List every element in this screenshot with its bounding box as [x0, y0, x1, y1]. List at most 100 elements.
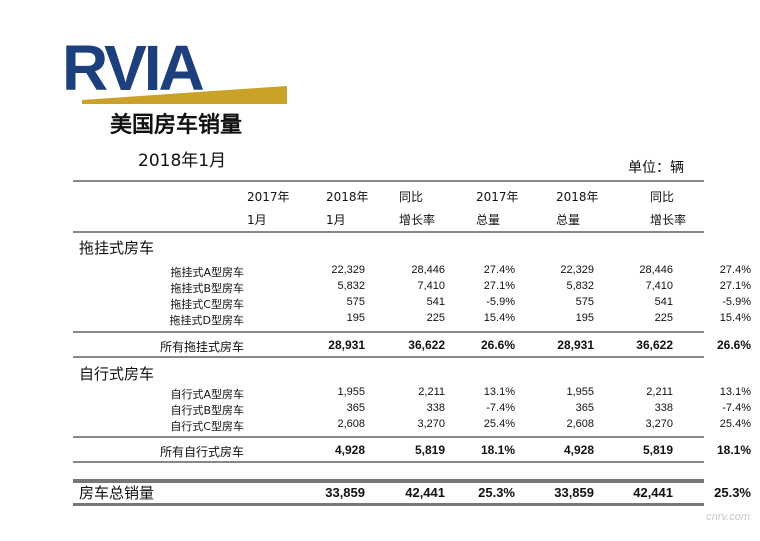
row-label: 所有拖挂式房车: [159, 340, 244, 354]
total-bottom-rule: [73, 503, 704, 506]
table-row: 自行式A型房车 1,955 2,211 13.1% 1,955 2,211 13…: [73, 386, 751, 401]
header-col1-line1: 2017年: [247, 190, 290, 204]
cell: 5,832: [566, 280, 594, 292]
subtotal-bottom-rule: [73, 356, 704, 358]
watermark: cnrv.com: [706, 511, 750, 523]
section-title-towable: 拖挂式房车: [79, 239, 155, 257]
table-row: 自行式C型房车 2,608 3,270 25.4% 2,608 3,270 25…: [73, 418, 751, 433]
cell: 27.4%: [483, 264, 515, 276]
total-top-rule: [73, 479, 704, 483]
table-row: 拖挂式B型房车 5,832 7,410 27.1% 5,832 7,410 27…: [73, 280, 751, 295]
cell: 4,928: [563, 443, 594, 457]
cell: -5.9%: [722, 296, 751, 308]
cell: 2,211: [646, 386, 673, 398]
cell: 3,270: [417, 418, 445, 430]
header-col2-line1: 2018年: [326, 190, 369, 204]
cell: 195: [575, 312, 594, 324]
cell: -7.4%: [722, 402, 751, 414]
header-col1-line2: 1月: [247, 213, 267, 227]
cell: 22,329: [331, 264, 365, 276]
total-label: 房车总销量: [79, 484, 155, 502]
section-title-motorhome: 自行式房车: [79, 365, 155, 383]
cell: 2,608: [566, 418, 594, 430]
cell: 26.6%: [480, 338, 515, 352]
table-row: 拖挂式D型房车 195 225 15.4% 195 225 15.4%: [73, 312, 751, 327]
row-label: 拖挂式A型房车: [170, 266, 244, 279]
cell: 42,441: [405, 485, 445, 500]
table-row: 拖挂式C型房车 575 541 -5.9% 575 541 -5.9%: [73, 296, 751, 311]
cell: 225: [654, 312, 673, 324]
cell: 195: [346, 312, 365, 324]
cell: 541: [426, 296, 445, 308]
cell: 225: [426, 312, 445, 324]
cell: 2,211: [418, 386, 445, 398]
cell: 2,608: [337, 418, 365, 430]
cell: 575: [346, 296, 365, 308]
cell: 5,832: [337, 280, 365, 292]
cell: 365: [575, 402, 594, 414]
cell: 13.1%: [483, 386, 515, 398]
cell: -5.9%: [486, 296, 515, 308]
cell: 28,446: [411, 264, 445, 276]
table-top-rule: [73, 180, 704, 182]
subtotal-top-rule: [73, 436, 704, 438]
header-col5-line2: 总量: [556, 213, 581, 227]
header-col6-line1: 同比: [650, 190, 675, 204]
table-row: 自行式B型房车 365 338 -7.4% 365 338 -7.4%: [73, 402, 751, 417]
subtotal-bottom-rule: [73, 461, 704, 463]
cell: 22,329: [560, 264, 594, 276]
cell: 5,819: [414, 443, 445, 457]
cell: 5,819: [642, 443, 673, 457]
header-bottom-rule: [73, 231, 704, 233]
subtotal-row-towable: 所有拖挂式房车 28,931 36,622 26.6% 28,931 36,62…: [73, 338, 751, 354]
subtotal-row-motorhome: 所有自行式房车 4,928 5,819 18.1% 4,928 5,819 18…: [73, 443, 751, 459]
cell: 4,928: [334, 443, 365, 457]
cell: -7.4%: [486, 402, 515, 414]
cell: 18.1%: [716, 443, 751, 457]
row-label: 自行式C型房车: [170, 420, 244, 433]
cell: 28,446: [639, 264, 673, 276]
table-row: 拖挂式A型房车 22,329 28,446 27.4% 22,329 28,44…: [73, 264, 751, 279]
cell: 338: [426, 402, 445, 414]
cell: 541: [654, 296, 673, 308]
cell: 27.1%: [719, 280, 751, 292]
row-label: 自行式A型房车: [170, 388, 244, 401]
cell: 28,931: [328, 338, 365, 352]
cell: 25.3%: [478, 485, 515, 500]
cell: 26.6%: [716, 338, 751, 352]
cell: 33,859: [554, 485, 594, 500]
cell: 28,931: [557, 338, 594, 352]
logo-swoosh: [82, 86, 287, 104]
header-col5-line1: 2018年: [556, 190, 599, 204]
cell: 36,622: [408, 338, 445, 352]
cell: 7,410: [417, 280, 445, 292]
cell: 25.4%: [719, 418, 751, 430]
cell: 3,270: [645, 418, 673, 430]
header-col2-line2: 1月: [326, 213, 346, 227]
header-col3-line1: 同比: [399, 190, 424, 204]
page-title: 美国房车销量: [110, 113, 243, 138]
cell: 338: [654, 402, 673, 414]
header-col3-line2: 增长率: [399, 213, 436, 227]
header-col6-line2: 增长率: [650, 213, 687, 227]
total-row: 房车总销量 33,859 42,441 25.3% 33,859 42,441 …: [73, 482, 751, 504]
cell: 42,441: [633, 485, 673, 500]
header-col4-line1: 2017年: [476, 190, 519, 204]
header-col4-line2: 总量: [476, 213, 501, 227]
subtotal-top-rule: [73, 331, 704, 333]
row-label: 拖挂式C型房车: [170, 298, 244, 311]
report-date: 2018年1月: [138, 151, 227, 171]
cell: 575: [575, 296, 594, 308]
cell: 13.1%: [719, 386, 751, 398]
row-label: 拖挂式D型房车: [169, 314, 244, 327]
row-label: 拖挂式B型房车: [170, 282, 244, 295]
cell: 25.4%: [483, 418, 515, 430]
cell: 25.3%: [714, 485, 751, 500]
cell: 27.4%: [719, 264, 751, 276]
cell: 15.4%: [719, 312, 751, 324]
cell: 33,859: [325, 485, 365, 500]
cell: 365: [346, 402, 365, 414]
cell: 15.4%: [483, 312, 515, 324]
cell: 1,955: [337, 386, 365, 398]
row-label: 自行式B型房车: [170, 404, 244, 417]
